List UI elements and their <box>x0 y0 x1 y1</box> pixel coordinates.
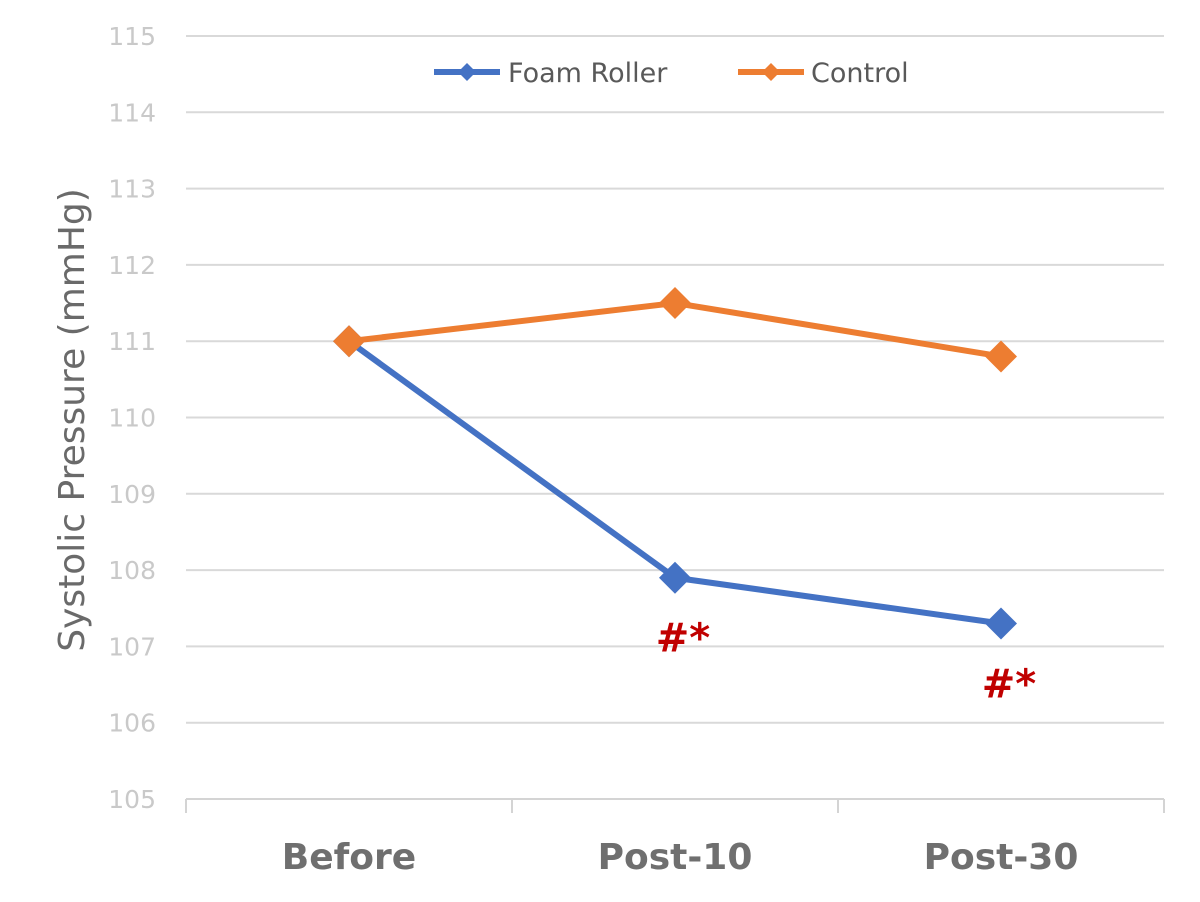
series-group <box>333 287 1017 640</box>
y-tick-label: 105 <box>108 785 156 814</box>
y-tick-label: 112 <box>108 251 156 280</box>
point-control-post-10 <box>659 287 691 320</box>
y-tick-label: 108 <box>108 556 156 585</box>
point-control-post-30 <box>985 340 1017 373</box>
legend-label-foam-roller: Foam Roller <box>508 58 668 89</box>
point-foam-roller-post-30 <box>985 607 1017 640</box>
y-tick-label: 107 <box>108 632 156 661</box>
legend-swatch-marker-foam-roller <box>458 63 476 81</box>
y-tick-label: 110 <box>108 404 156 433</box>
y-tick-label: 106 <box>108 709 156 738</box>
annotation-post-10: #* <box>656 616 711 662</box>
legend-swatch-marker-control <box>762 63 780 81</box>
annotations: #* #* <box>656 616 1037 708</box>
y-axis-ticks: 105 106 107 108 109 110 111 112 113 114 115 <box>108 22 156 814</box>
y-tick-label: 115 <box>108 22 156 51</box>
legend-label-control: Control <box>811 58 909 89</box>
x-axis: Before Post-10 Post-30 <box>185 799 1165 878</box>
x-tick-label-post-10: Post-10 <box>598 837 753 878</box>
legend: Foam Roller Control <box>434 58 909 89</box>
y-tick-label: 109 <box>108 480 156 509</box>
y-tick-label: 111 <box>108 327 156 356</box>
x-tick-label-before: Before <box>282 837 416 878</box>
point-foam-roller-post-10 <box>659 561 691 594</box>
y-tick-label: 113 <box>108 175 156 204</box>
annotation-post-30: #* <box>982 662 1037 708</box>
x-tick-label-post-30: Post-30 <box>924 837 1079 878</box>
y-tick-label: 114 <box>108 98 156 127</box>
y-axis-label: Systolic Pressure (mmHg) <box>52 188 93 652</box>
point-control-before <box>333 325 365 358</box>
